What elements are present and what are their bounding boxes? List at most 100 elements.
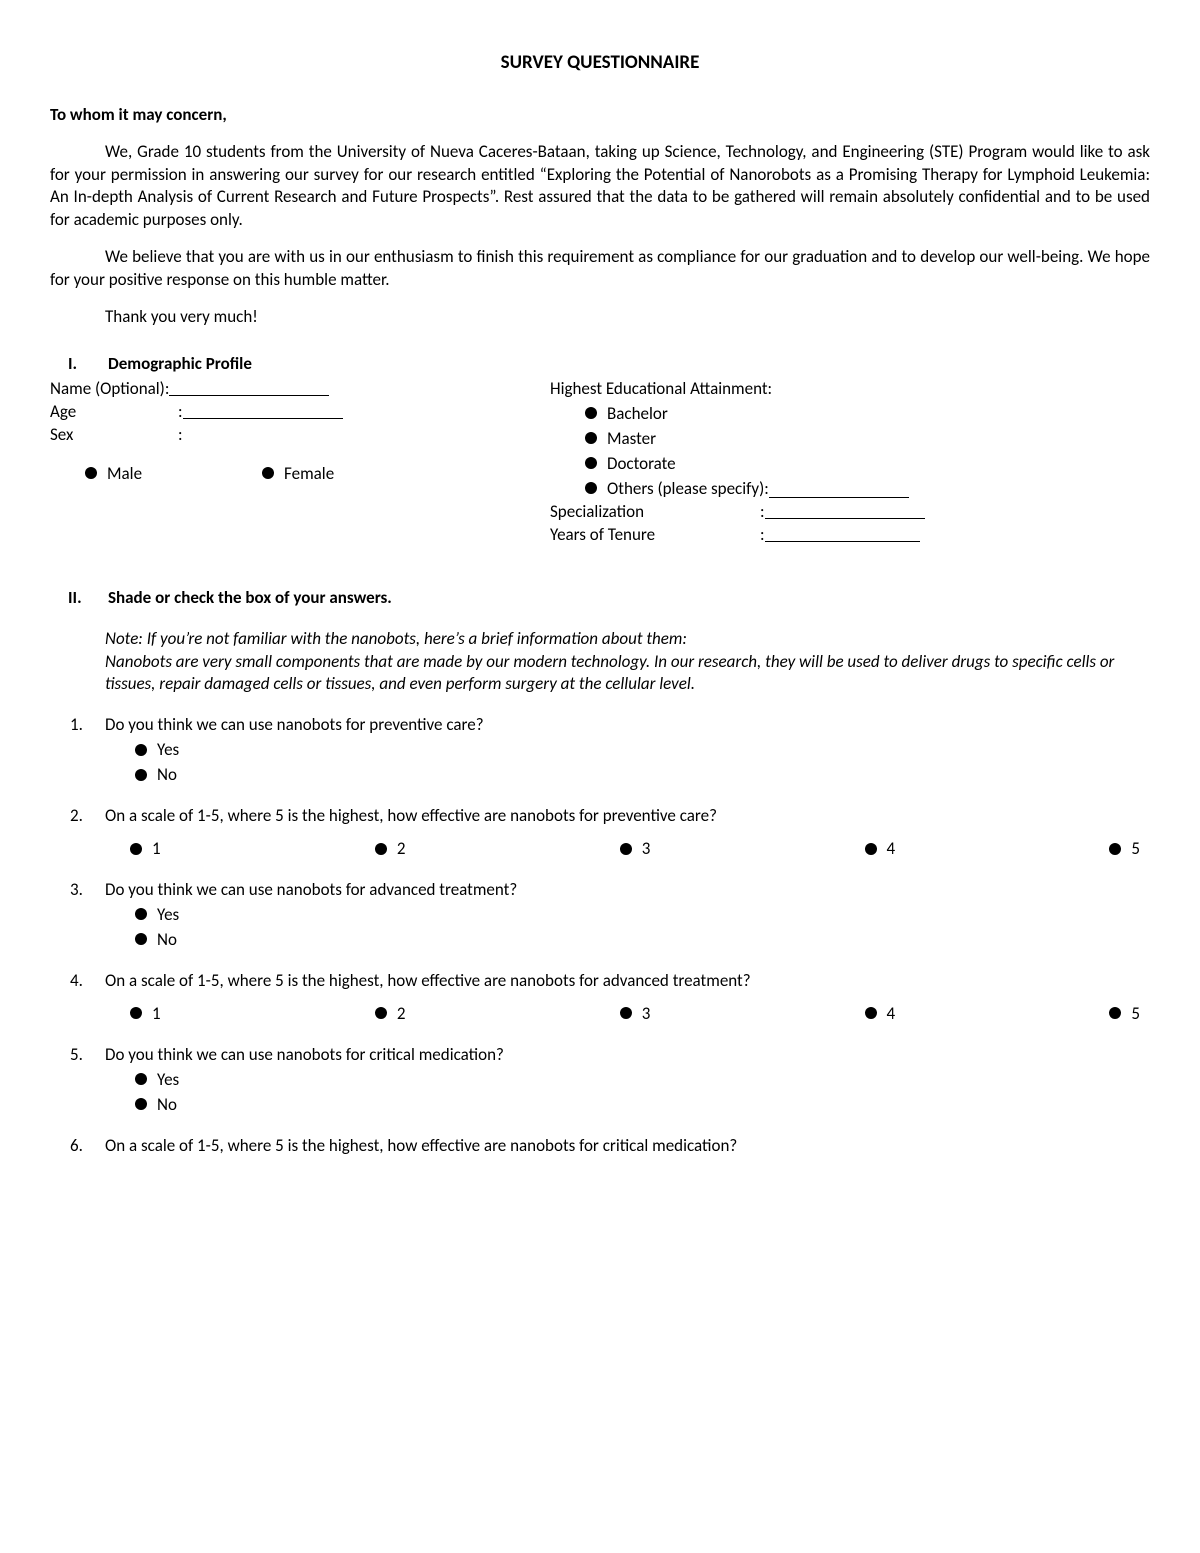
hea-option-doctorate[interactable]: Doctorate (585, 453, 1150, 476)
age-input-line[interactable] (183, 401, 343, 419)
q4-scale-3[interactable]: 3 (620, 1003, 651, 1026)
sex-colon: : (178, 424, 183, 447)
radio-icon (585, 457, 597, 469)
section-1-header: I.Demographic Profile (50, 353, 1150, 376)
question-3: 3. Do you think we can use nanobots for … (70, 879, 1150, 952)
sex-option-female[interactable]: Female (262, 463, 334, 486)
specialization-input-line[interactable] (765, 501, 925, 519)
hea-option-master[interactable]: Master (585, 428, 1150, 451)
note-block: Note: If you’re not familiar with the na… (105, 628, 1140, 697)
scale-3-label: 3 (642, 838, 651, 861)
q1-option-no[interactable]: No (135, 764, 1150, 787)
intro-paragraph-1: We, Grade 10 students from the Universit… (50, 141, 1150, 233)
radio-icon (585, 482, 597, 494)
radio-icon (135, 744, 147, 756)
others-input-line[interactable] (769, 480, 909, 498)
specialization-label: Specialization (550, 501, 760, 524)
radio-icon (1109, 843, 1121, 855)
sex-label: Sex (50, 424, 178, 447)
hea-label: Highest Educational Attainment: (550, 378, 1150, 401)
radio-icon (130, 1007, 142, 1019)
section-2-title: Shade or check the box of your answers. (108, 587, 392, 608)
scale-4-label: 4 (887, 1003, 896, 1026)
intro-paragraph-2: We believe that you are with us in our e… (50, 246, 1150, 292)
no-label: No (157, 764, 177, 787)
name-input-line[interactable] (169, 378, 329, 396)
q2-scale-5[interactable]: 5 (1109, 838, 1140, 861)
scale-1-label: 1 (152, 1003, 161, 1026)
q2-scale-4[interactable]: 4 (865, 838, 896, 861)
scale-2-label: 2 (397, 838, 406, 861)
demographic-right-column: Highest Educational Attainment: Bachelor… (550, 378, 1150, 547)
q4-text: On a scale of 1-5, where 5 is the highes… (105, 970, 1150, 993)
q5-text: Do you think we can use nanobots for cri… (105, 1044, 1150, 1067)
q4-scale-2[interactable]: 2 (375, 1003, 406, 1026)
q5-number: 5. (70, 1044, 105, 1067)
question-2: 2. On a scale of 1-5, where 5 is the hig… (70, 805, 1150, 861)
hea-option-others[interactable]: Others (please specify): (585, 478, 1150, 501)
age-field-row: Age : (50, 401, 520, 424)
radio-icon (865, 843, 877, 855)
q2-number: 2. (70, 805, 105, 828)
yes-label: Yes (157, 904, 179, 927)
q2-scale-3[interactable]: 3 (620, 838, 651, 861)
note-line-1: Note: If you’re not familiar with the na… (105, 628, 1140, 651)
radio-icon (585, 432, 597, 444)
sex-option-male[interactable]: Male (85, 463, 142, 486)
others-label: Others (please specify): (607, 478, 769, 501)
sex-options: Male Female (85, 461, 520, 486)
q3-text: Do you think we can use nanobots for adv… (105, 879, 1150, 902)
radio-icon (375, 843, 387, 855)
q3-option-no[interactable]: No (135, 929, 1150, 952)
q6-number: 6. (70, 1135, 105, 1158)
scale-1-label: 1 (152, 838, 161, 861)
no-label: No (157, 1094, 177, 1117)
hea-option-bachelor[interactable]: Bachelor (585, 403, 1150, 426)
q3-number: 3. (70, 879, 105, 902)
radio-icon (1109, 1007, 1121, 1019)
q2-scale-2[interactable]: 2 (375, 838, 406, 861)
q5-option-yes[interactable]: Yes (135, 1069, 1150, 1092)
yes-label: Yes (157, 739, 179, 762)
q5-option-no[interactable]: No (135, 1094, 1150, 1117)
radio-icon (130, 843, 142, 855)
radio-icon (85, 467, 97, 479)
q3-option-yes[interactable]: Yes (135, 904, 1150, 927)
radio-icon (620, 843, 632, 855)
q1-text: Do you think we can use nanobots for pre… (105, 714, 1150, 737)
scale-3-label: 3 (642, 1003, 651, 1026)
demographic-columns: Name (Optional): Age : Sex : Male Female… (50, 378, 1150, 547)
doctorate-label: Doctorate (607, 453, 676, 476)
female-label: Female (284, 463, 334, 486)
scale-2-label: 2 (397, 1003, 406, 1026)
master-label: Master (607, 428, 656, 451)
demographic-left-column: Name (Optional): Age : Sex : Male Female (50, 378, 520, 547)
radio-icon (135, 1098, 147, 1110)
specialization-field-row: Specialization : (550, 501, 1150, 524)
question-1: 1. Do you think we can use nanobots for … (70, 714, 1150, 787)
radio-icon (262, 467, 274, 479)
tenure-input-line[interactable] (765, 524, 920, 542)
q4-scale-5[interactable]: 5 (1109, 1003, 1140, 1026)
q1-option-yes[interactable]: Yes (135, 739, 1150, 762)
name-field-row: Name (Optional): (50, 378, 520, 401)
q2-scale-1[interactable]: 1 (130, 838, 161, 861)
q4-scale-4[interactable]: 4 (865, 1003, 896, 1026)
note-line-2: Nanobots are very small components that … (105, 651, 1140, 697)
scale-4-label: 4 (887, 838, 896, 861)
q4-number: 4. (70, 970, 105, 993)
scale-5-label: 5 (1131, 838, 1140, 861)
section-2-roman: II. (68, 587, 108, 610)
radio-icon (865, 1007, 877, 1019)
radio-icon (135, 933, 147, 945)
name-label: Name (Optional): (50, 378, 169, 401)
sex-field-row: Sex : (50, 424, 520, 447)
scale-5-label: 5 (1131, 1003, 1140, 1026)
salutation: To whom it may concern, (50, 104, 1150, 127)
bachelor-label: Bachelor (607, 403, 668, 426)
q1-number: 1. (70, 714, 105, 737)
page-title: SURVEY QUESTIONNAIRE (50, 50, 1150, 76)
male-label: Male (107, 463, 142, 486)
radio-icon (375, 1007, 387, 1019)
q4-scale-1[interactable]: 1 (130, 1003, 161, 1026)
